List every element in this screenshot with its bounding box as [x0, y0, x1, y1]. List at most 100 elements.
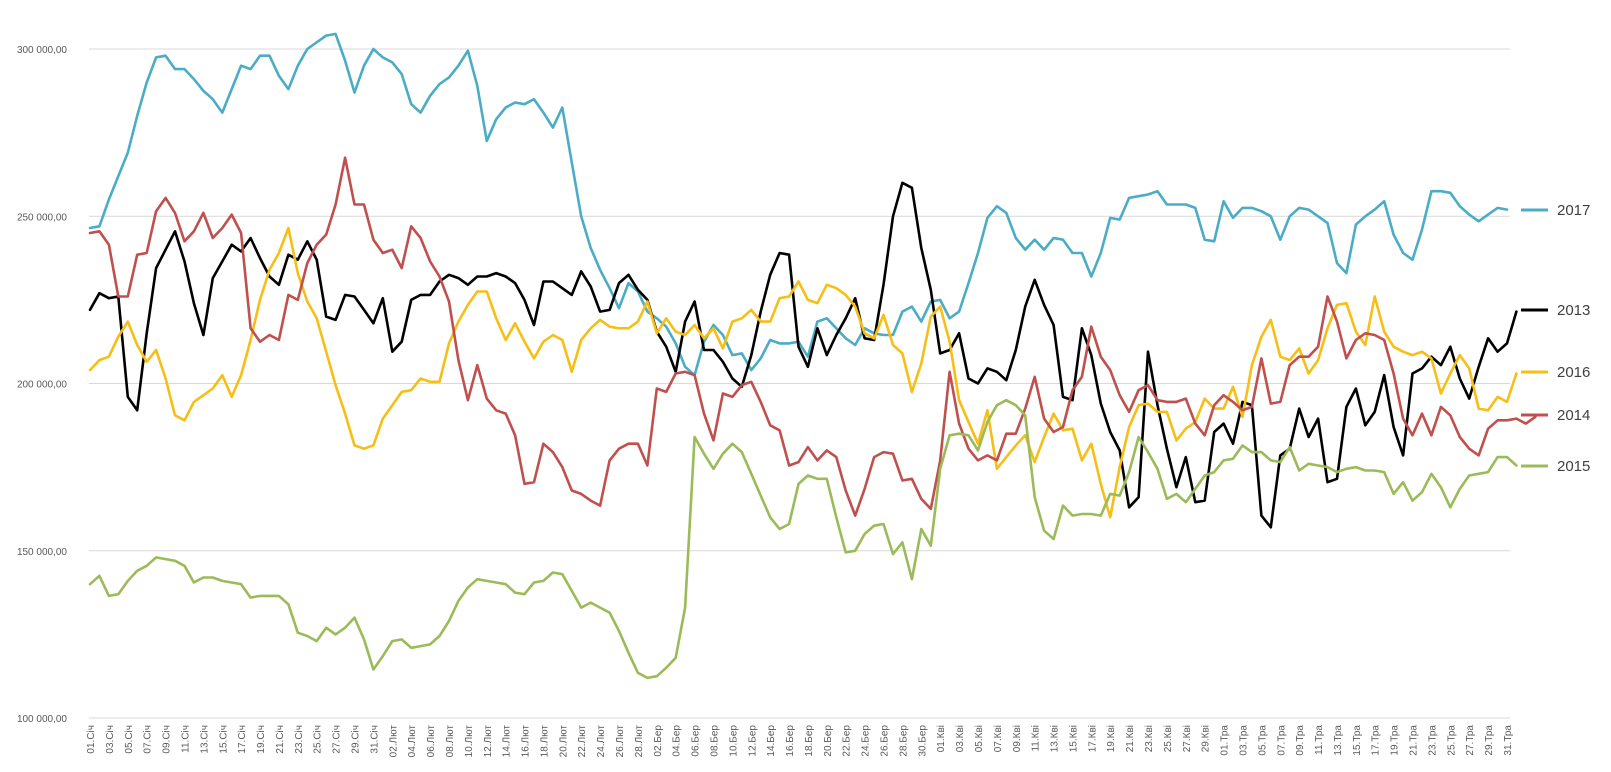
x-tick-label: 24.Бер: [861, 725, 872, 757]
x-tick-label: 11.Кві: [1031, 725, 1042, 752]
x-tick-label: 24.Лют: [596, 725, 607, 758]
series-line-2013: [88, 181, 1518, 529]
x-tick-label: 05.Кві: [974, 725, 985, 752]
legend-label: 2014: [1557, 407, 1590, 424]
legend-item-2014: 2014: [1521, 407, 1590, 424]
x-tick-label: 13.Тра: [1333, 725, 1344, 756]
x-tick-label: 15.Кві: [1068, 725, 1079, 752]
x-tick-label: 21.Січ: [275, 725, 286, 754]
x-tick-label: 12.Лют: [483, 725, 494, 758]
x-tick-label: 04.Бер: [672, 725, 683, 757]
x-tick-label: 15.Січ: [218, 725, 229, 754]
x-tick-label: 14.Бер: [766, 725, 777, 757]
x-tick-label: 27.Тра: [1465, 725, 1476, 756]
x-tick-label: 20.Лют: [558, 725, 569, 758]
y-tick-label: 300 000,00: [17, 45, 67, 56]
series-lines: [88, 32, 1537, 680]
series-line-2016: [88, 226, 1518, 519]
x-tick-label: 01.Кві: [936, 725, 947, 752]
series-line-2015: [88, 398, 1518, 680]
x-tick-label: 16.Лют: [521, 725, 532, 758]
y-axis-tick-labels: 100 000,00 150 000,00 200 000,00 250 000,00…: [17, 45, 67, 725]
x-tick-label: 11.Січ: [180, 725, 191, 753]
legend-item-2016: 2016: [1521, 364, 1590, 381]
y-tick-label: 100 000,00: [17, 714, 67, 725]
series-line-2017: [88, 32, 1509, 377]
x-tick-label: 19.Кві: [1106, 725, 1117, 752]
x-tick-label: 31.Січ: [369, 725, 380, 754]
legend-label: 2015: [1557, 458, 1590, 475]
y-tick-label: 200 000,00: [17, 380, 67, 391]
x-tick-label: 25.Кві: [1163, 725, 1174, 752]
x-tick-label: 17.Січ: [237, 725, 248, 754]
x-tick-label: 07.Січ: [143, 725, 154, 754]
x-tick-label: 10.Бер: [728, 725, 739, 757]
x-tick-label: 31.Тра: [1503, 725, 1514, 756]
x-tick-label: 19.Січ: [256, 725, 267, 754]
x-tick-label: 18.Лют: [539, 725, 550, 758]
x-tick-label: 21.Тра: [1409, 725, 1420, 756]
x-tick-label: 12.Бер: [747, 725, 758, 757]
y-tick-label: 250 000,00: [17, 212, 67, 223]
x-tick-label: 19.Тра: [1390, 725, 1401, 756]
series-line-2014: [88, 156, 1537, 517]
x-tick-label: 18.Бер: [804, 725, 815, 757]
x-tick-label: 09.Тра: [1295, 725, 1306, 756]
x-tick-label: 27.Кві: [1182, 725, 1193, 752]
x-tick-label: 17.Кві: [1087, 725, 1098, 752]
x-tick-label: 08.Бер: [709, 725, 720, 757]
x-tick-label: 06.Бер: [691, 725, 702, 757]
x-tick-label: 01.Січ: [86, 725, 97, 754]
x-tick-label: 17.Тра: [1371, 725, 1382, 756]
legend-item-2017: 2017: [1521, 202, 1590, 219]
legend-label: 2013: [1557, 302, 1590, 319]
x-tick-label: 29.Січ: [351, 725, 362, 754]
x-tick-label: 09.Кві: [1012, 725, 1023, 752]
x-tick-label: 28.Бер: [898, 725, 909, 757]
x-tick-label: 08.Лют: [445, 725, 456, 758]
x-tick-label: 07.Тра: [1276, 725, 1287, 756]
gridlines: [89, 48, 1510, 719]
legend-item-2013: 2013: [1521, 302, 1590, 319]
x-tick-label: 09.Січ: [162, 725, 173, 754]
legend-label: 2017: [1557, 202, 1590, 219]
x-tick-label: 25.Січ: [313, 725, 324, 754]
legend-label: 2016: [1557, 364, 1590, 381]
x-tick-label: 03.Тра: [1238, 725, 1249, 756]
y-tick-label: 150 000,00: [17, 547, 67, 558]
x-tick-label: 30.Бер: [917, 725, 928, 757]
legend-item-2015: 2015: [1521, 458, 1590, 475]
x-tick-label: 29.Тра: [1484, 725, 1495, 756]
x-tick-label: 06.Лют: [426, 725, 437, 758]
x-tick-label: 02.Бер: [653, 725, 664, 757]
x-tick-label: 07.Кві: [993, 725, 1004, 752]
x-tick-label: 05.Січ: [124, 725, 135, 754]
legend: 2017 2013 2016 2014 2015: [1521, 202, 1590, 475]
x-tick-label: 11.Тра: [1314, 725, 1325, 755]
x-tick-label: 23.Тра: [1427, 725, 1438, 756]
x-tick-label: 13.Січ: [199, 725, 210, 754]
x-tick-label: 27.Січ: [332, 725, 343, 754]
x-tick-label: 14.Лют: [502, 725, 513, 758]
x-tick-label: 25.Тра: [1446, 725, 1457, 756]
x-tick-label: 04.Лют: [407, 725, 418, 758]
x-tick-label: 16.Бер: [785, 725, 796, 757]
x-tick-label: 23.Січ: [294, 725, 305, 754]
x-tick-label: 05.Тра: [1257, 725, 1268, 756]
x-tick-label: 03.Кві: [955, 725, 966, 752]
x-tick-label: 20.Бер: [823, 725, 834, 757]
x-tick-label: 29.Кві: [1201, 725, 1212, 752]
x-tick-label: 22.Бер: [842, 725, 853, 757]
x-tick-label: 26.Бер: [880, 725, 891, 757]
x-tick-label: 28.Лют: [634, 725, 645, 758]
x-axis-tick-labels: 01.Січ 03.Січ 05.Січ 07.Січ 09.Січ 11.Січ 13.С…: [86, 725, 1514, 758]
x-tick-label: 22.Лют: [577, 725, 588, 758]
x-tick-label: 10.Лют: [464, 725, 475, 758]
x-tick-label: 02.Лют: [388, 725, 399, 758]
x-tick-label: 01.Тра: [1220, 725, 1231, 756]
x-tick-label: 03.Січ: [105, 725, 116, 754]
x-tick-label: 15.Тра: [1352, 725, 1363, 756]
x-tick-label: 23.Кві: [1144, 725, 1155, 752]
